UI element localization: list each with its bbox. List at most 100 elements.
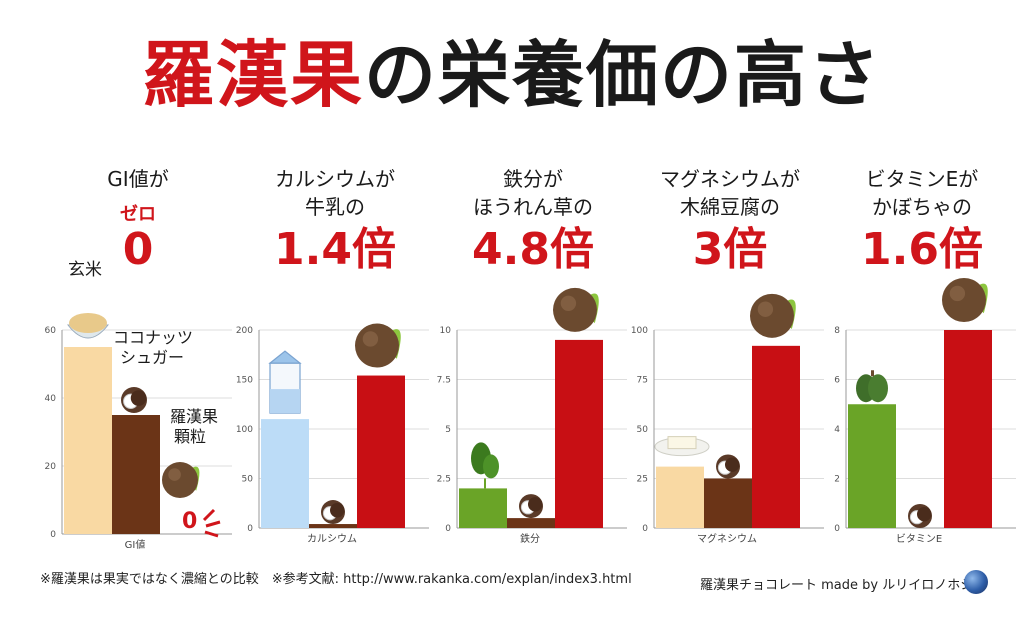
pumpkin-lobe bbox=[868, 374, 888, 403]
pumpkin-stem bbox=[871, 370, 874, 377]
panel-heading: マグネシウムが 木綿豆腐の bbox=[630, 165, 830, 221]
spinach-leaf bbox=[483, 454, 499, 479]
gi-label-rakanka-2: 顆粒 bbox=[174, 427, 206, 446]
panel-heading-line-2: かぼちゃの bbox=[872, 195, 972, 219]
fruit-body bbox=[162, 462, 198, 498]
coconut-half bbox=[917, 507, 932, 522]
globe-icon bbox=[964, 570, 988, 594]
coconut-icon bbox=[519, 494, 543, 519]
y-tick-label: 0 bbox=[445, 524, 451, 534]
emphasis-line bbox=[204, 530, 219, 538]
panel-vitamin-e: ビタミンEが かぼちゃの 1.6倍 0 2 4 6 8 ビタミンE bbox=[822, 160, 1022, 560]
pumpkin-icon bbox=[856, 370, 888, 403]
y-tick-label: 4 bbox=[834, 425, 840, 435]
y-tick-label: 0 bbox=[247, 524, 253, 534]
monk-fruit-icon bbox=[162, 462, 200, 498]
panel-gi: GI値が ゼロ 0 0 20 40 60 GI値 玄米 ココナッツ シュガー 羅漢果 顆粒 0 bbox=[38, 160, 238, 560]
x-axis-label: マグネシウム bbox=[697, 532, 757, 545]
fruit-highlight bbox=[362, 331, 379, 347]
panel-heading: 鉄分が ほうれん草の bbox=[433, 165, 633, 221]
bar-0 bbox=[459, 488, 507, 528]
carton-band bbox=[270, 389, 300, 414]
tofu-plate-icon bbox=[654, 436, 710, 457]
x-axis-label: GI値 bbox=[125, 538, 146, 551]
gi-zero-value: 0 bbox=[182, 509, 197, 534]
gi-label-genmai: 玄米 bbox=[68, 260, 102, 280]
title-highlight: 羅漢果 bbox=[141, 33, 364, 117]
bar-1 bbox=[309, 524, 357, 528]
y-tick-label: 2 bbox=[834, 475, 840, 485]
credit: 羅漢果チョコレート made by ルリイロノホシ bbox=[700, 578, 974, 593]
y-tick-label: 200 bbox=[236, 326, 253, 336]
coconut-half bbox=[528, 497, 543, 512]
rice-bowl-icon bbox=[66, 313, 110, 339]
fruit-body bbox=[553, 287, 597, 332]
panel-heading-line-2: ほうれん草の bbox=[473, 195, 593, 219]
y-tick-label: 20 bbox=[45, 462, 57, 472]
panel-heading-line-1: カルシウムが bbox=[275, 167, 395, 191]
y-tick-label: 50 bbox=[242, 475, 254, 485]
bar-2 bbox=[752, 345, 800, 528]
footnote: ※羅漢果は果実ではなく濃縮との比較 ※参考文献: http://www.raka… bbox=[40, 572, 632, 587]
panel-big-value: 0 bbox=[122, 224, 154, 275]
panel-big-value: 1.4倍 bbox=[274, 224, 396, 275]
y-tick-label: 60 bbox=[45, 326, 57, 336]
bar-1 bbox=[112, 415, 160, 534]
bar-0 bbox=[64, 347, 112, 534]
bar-1 bbox=[704, 478, 752, 528]
bar-1 bbox=[507, 518, 555, 528]
carton-top bbox=[268, 350, 302, 364]
fruit-highlight bbox=[757, 301, 774, 317]
coconut-icon bbox=[908, 504, 932, 528]
bar-0 bbox=[848, 404, 896, 528]
coconut-icon bbox=[121, 387, 147, 413]
panel-heading: ビタミンEが かぼちゃの bbox=[822, 165, 1022, 221]
panel-big-value: 1.6倍 bbox=[861, 224, 983, 275]
panel-heading-line-1: 鉄分が bbox=[503, 167, 563, 191]
y-tick-label: 0 bbox=[834, 524, 840, 534]
y-tick-label: 6 bbox=[834, 376, 840, 386]
y-tick-label: 40 bbox=[45, 394, 57, 404]
panel-heading: GI値が bbox=[38, 165, 238, 193]
y-tick-label: 0 bbox=[50, 530, 56, 540]
monk-fruit-icon bbox=[355, 323, 401, 368]
panel-heading-line-1: ビタミンEが bbox=[865, 167, 979, 191]
y-tick-label: 100 bbox=[631, 326, 648, 336]
monk-fruit-icon bbox=[553, 287, 599, 332]
fruit-highlight bbox=[560, 295, 577, 311]
y-tick-label: 50 bbox=[637, 425, 649, 435]
bar-0 bbox=[261, 419, 309, 528]
panel-calcium: カルシウムが 牛乳の 1.4倍 0 50 100 150 200 カルシウム bbox=[235, 160, 435, 560]
gi-label-coconut-1: ココナッツ bbox=[113, 328, 193, 347]
rice-shape bbox=[69, 313, 107, 333]
title-rest: の栄養価の高さ bbox=[364, 33, 883, 117]
panel-small-label: ゼロ bbox=[120, 204, 156, 225]
bar-2 bbox=[555, 339, 603, 528]
y-tick-label: 5 bbox=[445, 425, 451, 435]
panel-heading-line-2: 牛乳の bbox=[305, 195, 365, 219]
fruit-body bbox=[750, 293, 794, 338]
panel-big-value: 4.8倍 bbox=[472, 224, 594, 275]
gi-label-rakanka-1: 羅漢果 bbox=[170, 407, 218, 426]
x-axis-label: カルシウム bbox=[307, 533, 357, 545]
coconut-half bbox=[130, 390, 147, 406]
y-tick-label: 75 bbox=[637, 376, 648, 386]
emphasis-line bbox=[205, 520, 221, 528]
y-tick-label: 8 bbox=[834, 326, 840, 336]
panel-magnesium: マグネシウムが 木綿豆腐の 3倍 0 25 50 75 100 マグネシウム bbox=[630, 160, 830, 560]
coconut-icon bbox=[321, 500, 345, 525]
monk-fruit-icon bbox=[750, 293, 796, 338]
panel-heading-line-2: 木綿豆腐の bbox=[680, 195, 780, 219]
panel-heading-line-1: マグネシウムが bbox=[660, 167, 800, 191]
x-axis-label: 鉄分 bbox=[520, 532, 540, 545]
chart-svg-3: 0 25 50 75 100 マグネシウム bbox=[631, 293, 824, 545]
panel-heading: カルシウムが 牛乳の bbox=[235, 165, 435, 221]
x-axis-label: ビタミンE bbox=[896, 533, 942, 545]
monk-fruit-icon bbox=[942, 278, 988, 322]
chart-svg-1: 0 50 100 150 200 カルシウム bbox=[236, 323, 429, 545]
y-tick-label: 7.5 bbox=[437, 376, 451, 386]
coconut-icon bbox=[716, 454, 740, 479]
emphasis-marks bbox=[202, 508, 221, 538]
chart-svg-4: 0 2 4 6 8 ビタミンE bbox=[834, 278, 1016, 545]
